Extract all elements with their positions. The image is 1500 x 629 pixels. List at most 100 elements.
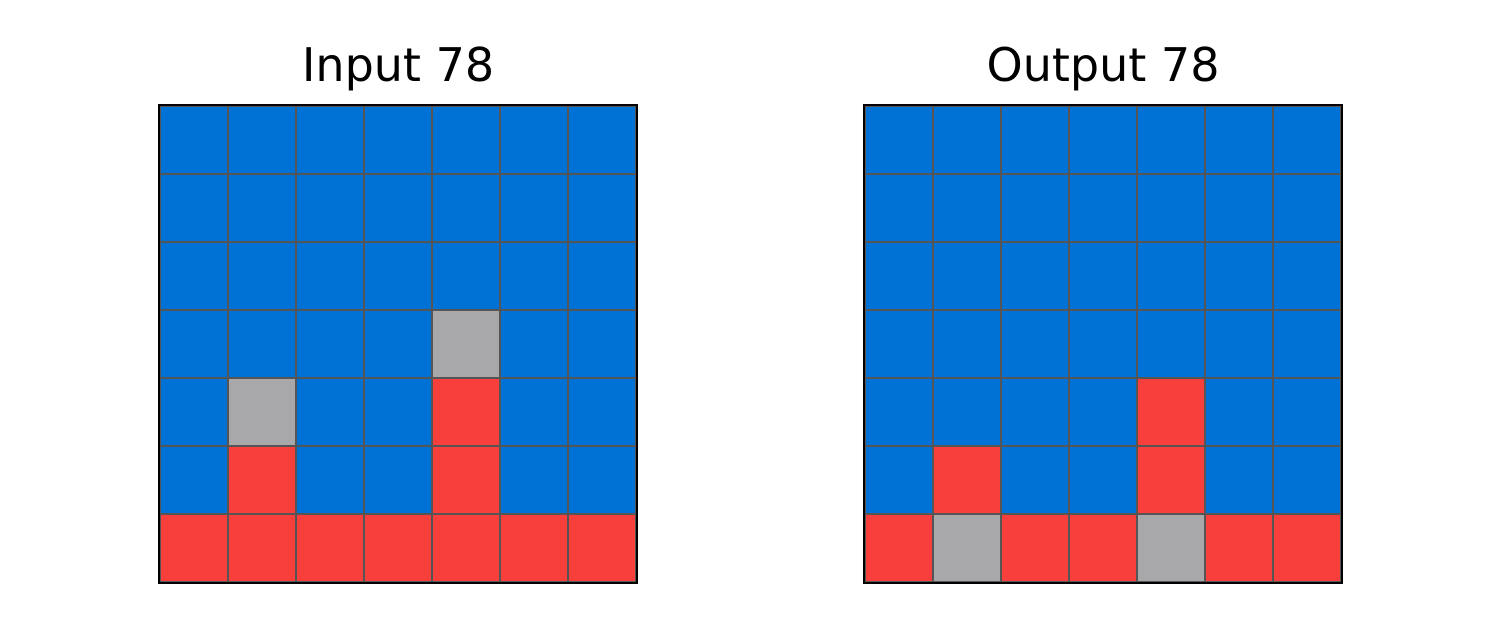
grid-cell: [1205, 174, 1273, 242]
grid-cell: [865, 446, 933, 514]
grid-cell: [160, 378, 228, 446]
grid-cell: [1137, 174, 1205, 242]
grid-cell: [1001, 310, 1069, 378]
input-title: Input 78: [301, 38, 495, 92]
grid-cell: [296, 174, 364, 242]
grid-cell: [933, 514, 1001, 582]
grid-cell: [1205, 514, 1273, 582]
grid-cell: [1137, 106, 1205, 174]
grid-cell: [160, 310, 228, 378]
grid-cell: [568, 310, 636, 378]
grid-cell: [568, 446, 636, 514]
grid-cell: [1001, 106, 1069, 174]
grid-cell: [296, 446, 364, 514]
grid-cell: [1001, 242, 1069, 310]
grid-cell: [228, 310, 296, 378]
grid-cell: [500, 106, 568, 174]
grid-cell: [364, 174, 432, 242]
grid-cell: [1137, 446, 1205, 514]
grid-cell: [568, 514, 636, 582]
grid-cell: [228, 514, 296, 582]
grid-cell: [933, 378, 1001, 446]
grid-cell: [865, 242, 933, 310]
grid-cell: [1001, 514, 1069, 582]
grid-cell: [228, 242, 296, 310]
grid-cell: [568, 174, 636, 242]
grid-cell: [933, 174, 1001, 242]
input-panel: Input 78: [158, 0, 638, 629]
grid-cell: [865, 106, 933, 174]
grid-cell: [296, 514, 364, 582]
grid-cell: [364, 242, 432, 310]
grid-cell: [432, 242, 500, 310]
grid-cell: [296, 106, 364, 174]
grid-cell: [432, 446, 500, 514]
grid-cell: [432, 106, 500, 174]
output-grid: [863, 104, 1343, 584]
grid-cell: [1137, 514, 1205, 582]
grid-cell: [1001, 174, 1069, 242]
grid-cell: [1001, 378, 1069, 446]
output-panel: Output 78: [863, 0, 1343, 629]
grid-cell: [865, 310, 933, 378]
grid-cell: [1069, 106, 1137, 174]
grid-cell: [296, 378, 364, 446]
grid-cell: [865, 378, 933, 446]
grid-cell: [160, 242, 228, 310]
grid-cell: [500, 174, 568, 242]
grid-cell: [296, 310, 364, 378]
grid-cell: [1273, 514, 1341, 582]
grid-cell: [1205, 242, 1273, 310]
grid-cell: [1137, 310, 1205, 378]
grid-cell: [364, 310, 432, 378]
grid-cell: [228, 378, 296, 446]
grid-cell: [933, 446, 1001, 514]
grid-cell: [1069, 514, 1137, 582]
grid-cell: [568, 378, 636, 446]
grid-cell: [933, 106, 1001, 174]
grid-cell: [500, 378, 568, 446]
grid-cell: [1273, 310, 1341, 378]
grid-cell: [364, 514, 432, 582]
grid-cell: [865, 174, 933, 242]
grid-cell: [865, 514, 933, 582]
grid-cell: [1205, 446, 1273, 514]
grid-cell: [1137, 242, 1205, 310]
grid-cell: [364, 106, 432, 174]
grid-cell: [1273, 242, 1341, 310]
grid-cell: [160, 106, 228, 174]
grid-cell: [500, 310, 568, 378]
grid-cell: [568, 106, 636, 174]
grid-cell: [160, 446, 228, 514]
grid-cell: [500, 514, 568, 582]
output-title: Output 78: [986, 38, 1220, 92]
grid-cell: [296, 242, 364, 310]
grid-cell: [1069, 310, 1137, 378]
grid-cell: [1205, 378, 1273, 446]
grid-cell: [933, 242, 1001, 310]
grid-cell: [1001, 446, 1069, 514]
grid-cell: [432, 174, 500, 242]
grid-cell: [432, 310, 500, 378]
input-grid: [158, 104, 638, 584]
grid-cell: [933, 310, 1001, 378]
grid-cell: [228, 446, 296, 514]
grid-cell: [160, 174, 228, 242]
grid-cell: [1069, 446, 1137, 514]
grid-cell: [500, 242, 568, 310]
grid-cell: [228, 106, 296, 174]
grid-cell: [364, 378, 432, 446]
grid-cell: [1273, 106, 1341, 174]
grid-cell: [1069, 174, 1137, 242]
grid-cell: [500, 446, 568, 514]
grid-cell: [1205, 310, 1273, 378]
grid-cell: [1205, 106, 1273, 174]
grid-cell: [160, 514, 228, 582]
grid-cell: [1069, 242, 1137, 310]
grid-cell: [432, 378, 500, 446]
grid-cell: [228, 174, 296, 242]
grid-cell: [1273, 174, 1341, 242]
grid-cell: [364, 446, 432, 514]
grid-cell: [568, 242, 636, 310]
grid-cell: [1137, 378, 1205, 446]
